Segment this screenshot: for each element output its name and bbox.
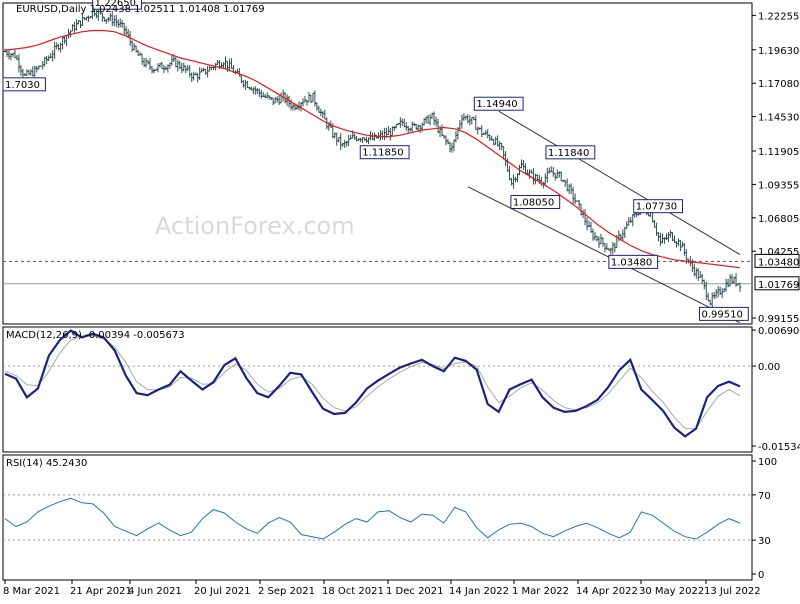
rsi-series-line <box>4 497 741 540</box>
annotation-label: 1.22650 <box>95 0 136 9</box>
annotation-box <box>510 194 561 209</box>
x-tick-label: 18 Oct 2021 <box>322 586 384 597</box>
y-tick-label: 1.06805 <box>758 214 799 225</box>
y-tick-label: 1.19630 <box>758 46 799 57</box>
y-tick-label: 0.00 <box>758 362 780 373</box>
y-tick-label: 1.09355 <box>758 180 799 191</box>
panel-frame-0 <box>2 2 753 325</box>
annotation-box <box>92 0 142 10</box>
x-tick-label: 30 May 2022 <box>639 586 704 597</box>
y-tick-label: 1.01769 <box>758 280 799 291</box>
channel-lower-line <box>467 186 741 324</box>
x-tick-label: 14 Apr 2022 <box>576 586 638 597</box>
y-tick-label: 70 <box>758 491 771 502</box>
macd-lines <box>4 329 741 438</box>
watermark: ActionForex.com <box>155 212 355 240</box>
y-tick-label: 1.14530 <box>758 113 799 124</box>
y-tick-label: 0.99155 <box>758 314 799 325</box>
annotation-label: 1.08050 <box>513 197 554 208</box>
rsi-y-axis: 100 70 30 0 <box>752 457 777 581</box>
y-tick-label: 1.22255 <box>758 11 799 22</box>
y-tick-label: 1.17080 <box>758 79 799 90</box>
macd-series-signal <box>4 335 741 430</box>
rsi-panel: 100 70 30 0 RSI(14) 45.2430 <box>3 457 777 581</box>
x-tick-label: 1 Dec 2021 <box>386 586 444 597</box>
x-tick-label: 14 Jan 2022 <box>449 586 509 597</box>
y-tick-label: 1.03480 <box>758 257 799 268</box>
y-tick-label: 0 <box>758 570 764 581</box>
price-panel: ActionForex.com 1.22650 1.7030 1.11850 1.14… <box>2 0 800 325</box>
annotation-label: 0.99510 <box>702 309 743 320</box>
y-level-box <box>754 253 800 268</box>
x-tick-label: 8 Mar 2021 <box>3 586 60 597</box>
y-tick-label: 30 <box>758 536 771 547</box>
y-tick-label: 0.006906 <box>758 326 800 337</box>
rsi-lines <box>4 497 741 540</box>
x-tick-label: 13 Jul 2022 <box>704 586 761 597</box>
macd-panel: 0.006906 0.00 -0.015348 MACD(12,26,9) -0.0… <box>3 326 800 453</box>
y-level-box <box>754 276 800 291</box>
y-tick-label: 1.11905 <box>758 147 799 158</box>
macd-title: MACD(12,26,9) -0.00394 -0.005673 <box>6 330 185 341</box>
channel-upper-line <box>498 110 741 255</box>
panel-frames <box>2 2 753 581</box>
annotation-box <box>473 96 524 111</box>
annotation-box <box>608 254 659 269</box>
annotation-label: 1.11850 <box>362 148 403 159</box>
panel-frame-2 <box>2 454 753 581</box>
moving-average-line <box>4 29 741 269</box>
annotation-label: 1.03480 <box>611 257 652 268</box>
price-channel <box>467 110 741 324</box>
macd-y-axis: 0.006906 0.00 -0.015348 <box>752 326 800 453</box>
annotation-label: 1.14940 <box>476 99 517 110</box>
y-tick-label: -0.015348 <box>758 442 800 453</box>
symbol-title: EURUSD,Daily 1.02438 1.02511 1.01408 1.0… <box>16 4 265 15</box>
x-tick-label: 2 Sep 2021 <box>258 586 315 597</box>
price-ma <box>4 29 741 269</box>
price-bars <box>3 8 742 308</box>
annotation-box <box>699 306 749 321</box>
annotation-box <box>2 77 46 92</box>
y-tick-label: 1.04255 <box>758 247 799 258</box>
x-tick-label: 21 Apr 2021 <box>70 586 132 597</box>
annotation-label: 1.7030 <box>5 80 40 91</box>
macd-series-macd <box>4 329 741 438</box>
annotation-box <box>545 145 596 160</box>
annotation-box <box>633 199 684 214</box>
panel-frame-1 <box>2 326 753 453</box>
price-annotations: 1.22650 1.7030 1.11850 1.14940 1.11840 1.0805… <box>2 0 749 321</box>
x-tick-label: 1 Mar 2022 <box>512 586 569 597</box>
annotation-box <box>359 145 410 160</box>
rsi-grid <box>3 494 752 541</box>
x-tick-label: 4 Jun 2021 <box>128 586 182 597</box>
x-tick-label: 20 Jul 2021 <box>194 586 251 597</box>
y-tick-label: 100 <box>758 457 777 468</box>
annotation-label: 1.11840 <box>548 148 589 159</box>
rsi-title: RSI(14) 45.2430 <box>6 458 87 469</box>
annotation-label: 1.07730 <box>636 202 677 213</box>
